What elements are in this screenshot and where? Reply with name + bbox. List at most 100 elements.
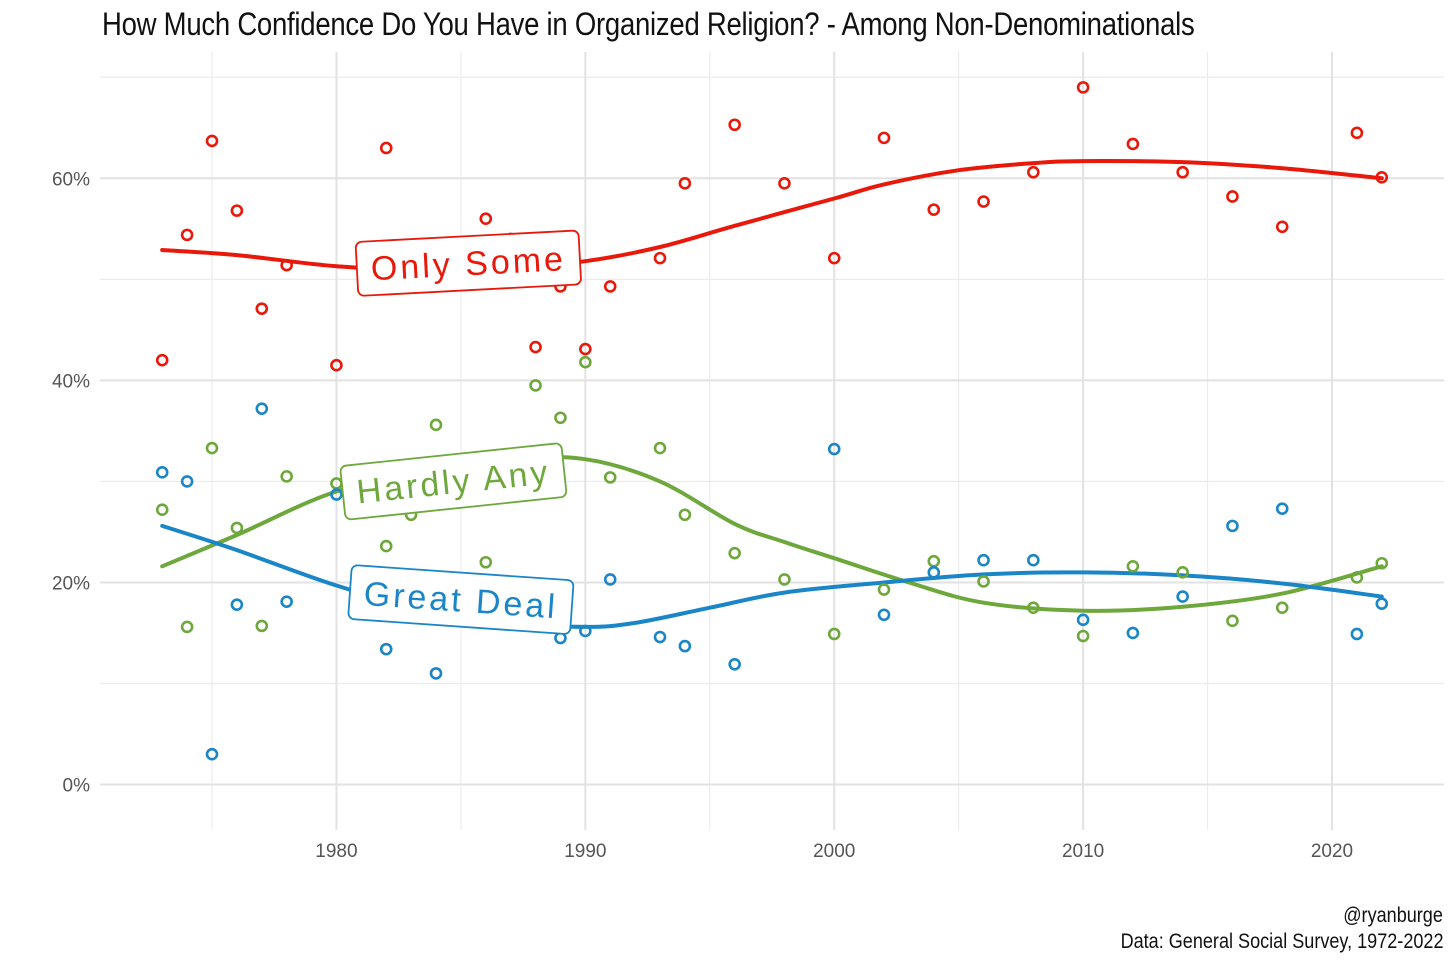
hardly-any-point: [1350, 571, 1364, 584]
great-deal-point: [255, 402, 269, 415]
great-deal-point: [429, 667, 443, 680]
only-some-point: [1126, 137, 1140, 151]
x-tick-label: 1990: [564, 841, 606, 862]
data-source: Data: General Social Survey, 1972-2022: [1120, 930, 1443, 953]
only-some-point: [579, 342, 592, 356]
great-deal-point: [728, 657, 741, 671]
great-deal-label-box: [347, 564, 575, 635]
great-deal-point: [678, 639, 692, 653]
hardly-any-point: [603, 471, 617, 484]
only-some-point: [653, 251, 667, 265]
y-tick-label: 20%: [52, 573, 90, 594]
hardly-any-point: [927, 554, 941, 568]
y-axis-ticks: 0% 20% 40% 60%: [52, 169, 90, 796]
hardly-any-point: [579, 355, 592, 369]
hardly-any-point: [653, 441, 667, 455]
x-axis-ticks: 1980 1990 2000 2010 2020: [315, 841, 1353, 862]
great-deal-point: [180, 475, 194, 488]
only-some-point: [927, 203, 941, 216]
hardly-any-label: Hardly Any: [339, 442, 568, 521]
only-some-point: [330, 358, 343, 372]
great-deal-point: [827, 442, 841, 456]
y-tick-label: 0%: [63, 776, 91, 797]
hardly-any-point: [977, 575, 990, 588]
only-some-point: [529, 340, 542, 354]
hardly-any-point: [554, 411, 567, 425]
hardly-any-point: [877, 583, 891, 596]
y-tick-label: 60%: [52, 169, 90, 190]
great-deal-point: [1226, 519, 1239, 533]
hardly-any-point: [230, 521, 244, 535]
great-deal-point: [205, 747, 219, 761]
hardly-any-point: [1375, 556, 1389, 570]
chart-title: How Much Confidence Do You Have in Organ…: [102, 6, 1195, 42]
great-deal-point: [1076, 613, 1090, 627]
only-some-point: [877, 131, 891, 145]
only-some-label: Only Some: [354, 229, 582, 297]
only-some-point: [603, 280, 617, 293]
only-some-point: [1375, 170, 1389, 184]
grid-lines: [100, 52, 1444, 830]
only-some-point: [155, 353, 169, 367]
only-some-point: [230, 204, 244, 217]
great-deal-point: [1350, 627, 1364, 641]
great-deal-point: [230, 598, 244, 611]
hardly-any-point: [180, 620, 194, 634]
only-some-point: [379, 141, 393, 155]
hardly-any-point: [155, 503, 169, 517]
great-deal-point: [1375, 597, 1389, 610]
great-deal-point: [155, 466, 169, 479]
hardly-any-point: [778, 573, 791, 586]
x-tick-label: 2010: [1062, 841, 1104, 862]
hardly-any-point: [1226, 614, 1239, 628]
only-some-point: [977, 195, 990, 208]
only-some-point: [678, 177, 692, 190]
great-deal-point: [977, 553, 990, 567]
hardly-any-point: [1275, 601, 1289, 615]
hardly-any-label-box: [339, 442, 568, 521]
x-tick-label: 1980: [315, 841, 357, 862]
hardly-any-point: [205, 441, 219, 455]
author-handle: @ryanburge: [1343, 904, 1443, 927]
only-some-point: [1076, 81, 1090, 94]
only-some-point: [1027, 165, 1040, 179]
hardly-any-point: [529, 379, 542, 392]
great-deal-trend-line: [160, 523, 1384, 629]
trend-lines: [160, 159, 1384, 629]
x-tick-label: 2020: [1311, 841, 1353, 862]
data-points: [155, 81, 1389, 761]
great-deal-point: [280, 595, 293, 608]
series-labels: Only Some Hardly Any Great Deal: [339, 229, 582, 635]
only-some-point: [479, 212, 493, 226]
hardly-any-point: [728, 546, 741, 560]
only-some-point: [1226, 190, 1239, 203]
only-some-point: [255, 302, 269, 315]
y-tick-label: 40%: [52, 371, 90, 392]
only-some-point: [1350, 126, 1364, 140]
great-deal-point: [579, 624, 592, 638]
great-deal-point: [653, 630, 667, 644]
only-some-point: [827, 251, 841, 265]
great-deal-point: [379, 642, 393, 656]
only-some-point: [280, 258, 293, 272]
only-some-point: [180, 228, 194, 242]
only-some-point: [728, 118, 741, 132]
hardly-any-point: [678, 508, 692, 522]
great-deal-point: [1176, 590, 1189, 603]
hardly-any-point: [1076, 629, 1090, 643]
hardly-any-point: [1126, 559, 1140, 573]
hardly-any-point: [429, 418, 443, 432]
great-deal-point: [330, 488, 343, 501]
only-some-point: [1176, 165, 1189, 179]
hardly-any-point: [379, 539, 393, 553]
hardly-any-point: [280, 470, 293, 483]
great-deal-point: [1027, 553, 1040, 567]
x-tick-label: 2000: [813, 841, 855, 862]
only-some-label-box: [354, 229, 582, 297]
great-deal-point: [877, 608, 891, 622]
hardly-any-point: [479, 555, 493, 569]
hardly-any-point: [827, 627, 841, 641]
great-deal-point: [603, 573, 617, 586]
great-deal-label: Great Deal: [347, 564, 575, 635]
